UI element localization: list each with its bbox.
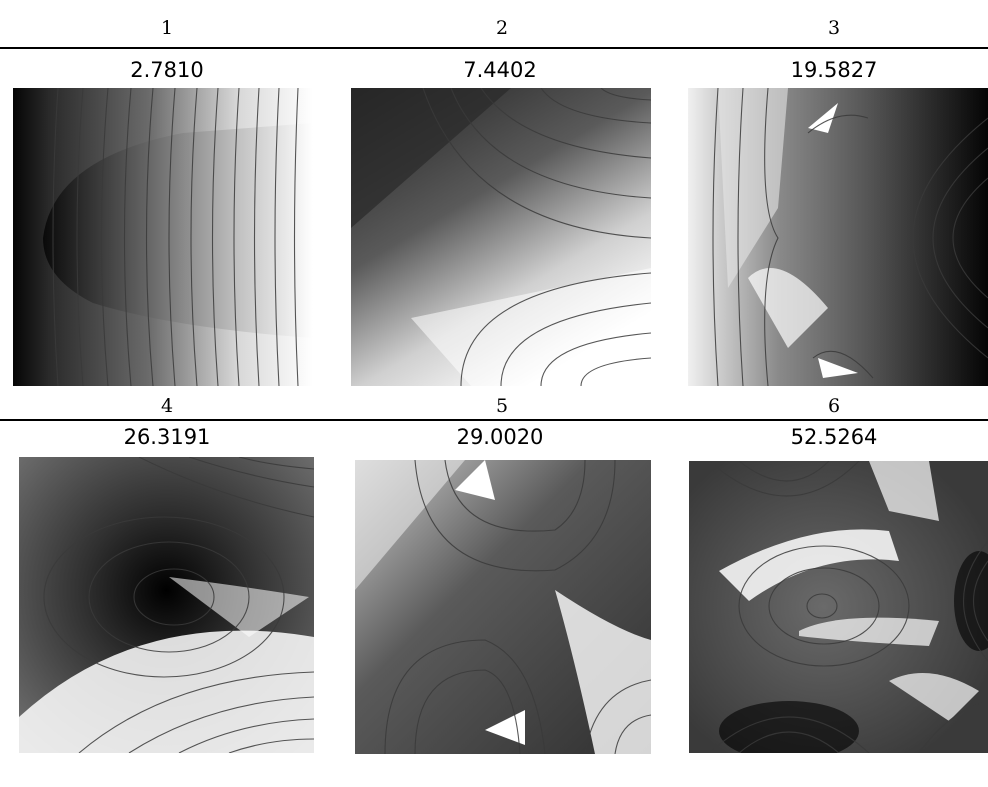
mode-plot-2 [351, 88, 651, 386]
mode-eigenvalue-1: 2.7810 [130, 58, 204, 82]
mode-index-1: 1 [160, 17, 174, 39]
mode-plot-5 [355, 460, 651, 754]
mode-index-5: 5 [495, 395, 509, 417]
mode-index-2: 2 [495, 17, 509, 39]
mode-eigenvalue-6: 52.5264 [790, 425, 878, 449]
mode-index-4: 4 [160, 395, 174, 417]
mode-plot-1 [13, 88, 313, 386]
mode-plot-6 [689, 461, 988, 753]
mode-plot-3 [688, 88, 988, 386]
mid-rule [0, 419, 988, 421]
mode-eigenvalue-2: 7.4402 [463, 58, 537, 82]
mode-index-6: 6 [827, 395, 841, 417]
mode-eigenvalue-5: 29.0020 [456, 425, 544, 449]
mode-eigenvalue-3: 19.5827 [790, 58, 878, 82]
mode-plot-4 [19, 457, 314, 753]
mode-eigenvalue-4: 26.3191 [123, 425, 211, 449]
top-rule [0, 47, 988, 49]
mode-index-3: 3 [827, 17, 841, 39]
